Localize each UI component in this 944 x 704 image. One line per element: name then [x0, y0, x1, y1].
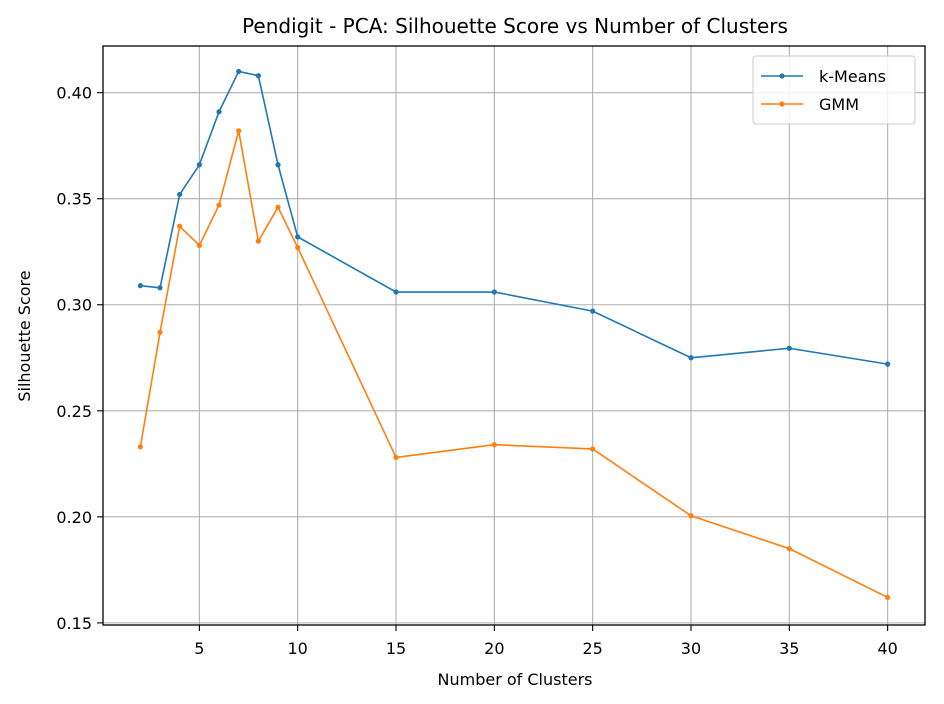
x-tick-label: 20 — [484, 639, 504, 658]
data-point — [255, 73, 261, 79]
data-point — [236, 128, 242, 134]
data-point — [295, 234, 301, 240]
y-axis-label: Silhouette Score — [15, 270, 34, 401]
y-tick-label: 0.25 — [56, 402, 92, 421]
data-point — [491, 289, 497, 295]
data-point — [393, 454, 399, 461]
x-tick-label: 5 — [194, 639, 204, 658]
data-point — [393, 289, 399, 295]
data-point — [157, 285, 163, 291]
data-point — [255, 238, 261, 244]
legend-entry: k-Means — [761, 67, 886, 86]
y-tick-label: 0.30 — [56, 296, 92, 315]
x-axis-label: Number of Clusters — [438, 670, 593, 689]
chart-title: Pendigit - PCA: Silhouette Score vs Numb… — [242, 14, 788, 38]
data-point — [491, 442, 497, 448]
data-point — [688, 513, 694, 519]
data-point — [786, 546, 792, 552]
legend-entry: GMM — [761, 95, 859, 114]
x-tick-label: 35 — [779, 639, 799, 658]
series-0 — [137, 68, 891, 367]
data-point — [885, 361, 891, 367]
series-1 — [137, 128, 891, 601]
legend-marker — [779, 73, 785, 79]
data-series — [137, 68, 891, 601]
data-point — [137, 283, 143, 289]
data-point — [590, 446, 596, 452]
data-point — [688, 355, 694, 361]
x-tick-label: 15 — [386, 639, 406, 658]
legend-label: k-Means — [819, 67, 886, 86]
data-point — [216, 109, 222, 115]
x-tick-label: 40 — [877, 639, 897, 658]
data-point — [275, 162, 281, 168]
data-point — [295, 244, 301, 251]
legend-box — [752, 55, 916, 125]
data-point — [275, 204, 281, 210]
data-point — [236, 68, 242, 75]
data-point — [216, 202, 222, 208]
data-point — [885, 594, 891, 601]
data-point — [196, 242, 202, 248]
axis-ticks: 5 10 15 20 25 30 35 40 0.15 0.20 0.25 0.30 0.35 0.40 — [56, 84, 897, 658]
x-tick-label: 10 — [288, 639, 308, 658]
data-point — [177, 223, 183, 229]
y-tick-label: 0.15 — [56, 614, 92, 633]
y-tick-label: 0.40 — [56, 84, 92, 103]
x-tick-label: 25 — [582, 639, 602, 658]
y-tick-label: 0.35 — [56, 190, 92, 209]
data-point — [137, 444, 143, 450]
y-tick-label: 0.20 — [56, 508, 92, 527]
legend-marker — [779, 101, 785, 107]
legend-label: GMM — [819, 95, 859, 114]
plot-area-frame — [102, 45, 926, 626]
grid-lines — [103, 46, 925, 625]
data-point — [177, 191, 183, 198]
legend: k-Means GMM — [752, 55, 916, 125]
data-point — [196, 162, 202, 168]
x-tick-label: 30 — [681, 639, 701, 658]
data-point — [786, 345, 792, 351]
data-point — [590, 308, 596, 314]
data-point — [157, 329, 163, 335]
